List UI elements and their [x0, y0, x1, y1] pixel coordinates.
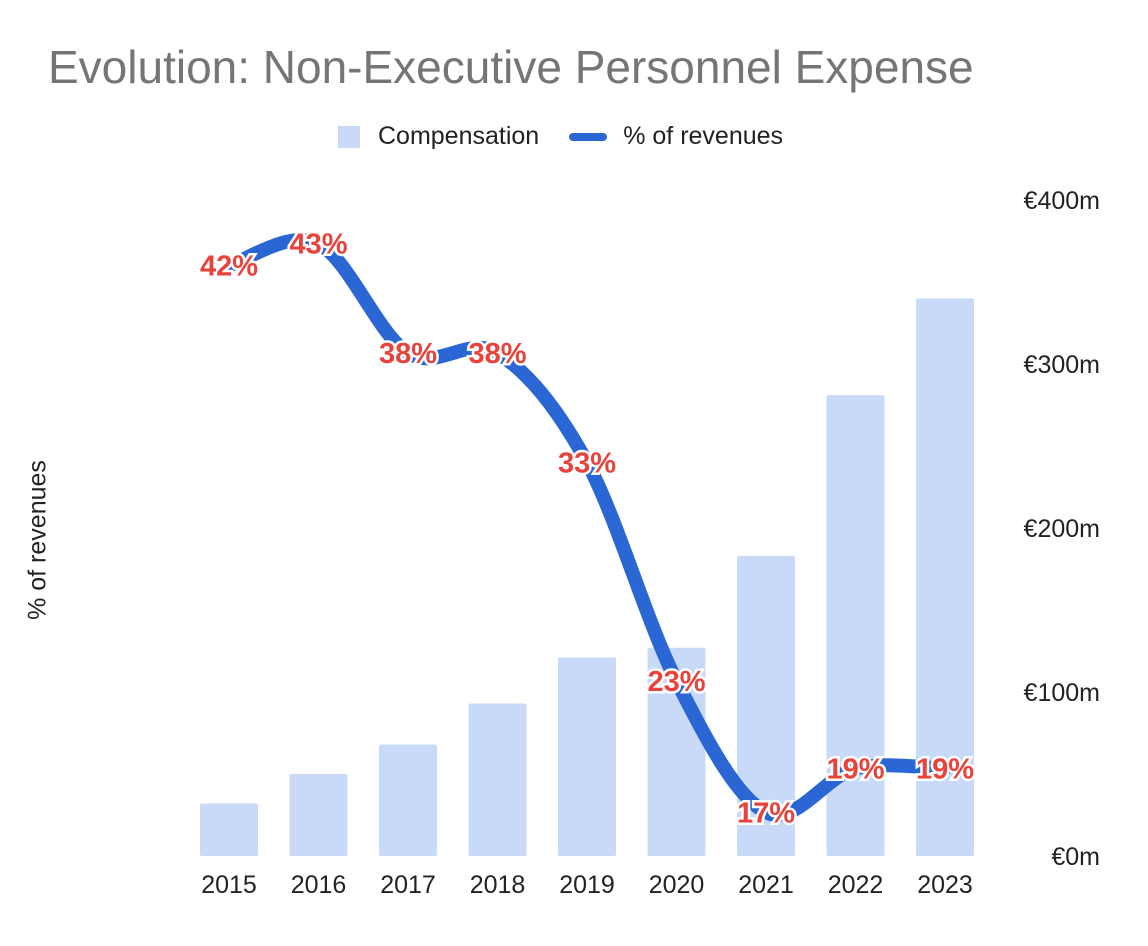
chart-title: Evolution: Non-Executive Personnel Expen… — [48, 41, 974, 93]
data-label-2017: 38% — [379, 338, 437, 370]
legend: Compensation % of revenues — [338, 122, 813, 151]
legend-label-compensation: Compensation — [378, 122, 540, 150]
x-tick-label-2022: 2022 — [828, 871, 884, 899]
y-tick-label-right-0: €0m — [1051, 843, 1100, 871]
x-tick-label-2019: 2019 — [559, 871, 615, 899]
bar-compensation-2022 — [826, 395, 885, 856]
line-percent-revenues — [222, 233, 952, 822]
data-label-2016: 43% — [289, 229, 347, 261]
bar-compensation-2017 — [379, 744, 437, 856]
data-label-2022: 19% — [826, 754, 884, 786]
legend-item-percent-revenues: % of revenues — [569, 122, 783, 151]
data-label-2019: 33% — [558, 447, 616, 479]
bar-compensation-2018 — [468, 703, 527, 856]
y-tick-label-right-400: €400m — [1024, 187, 1100, 215]
x-tick-label-2015: 2015 — [201, 871, 257, 899]
data-label-2023: 19% — [916, 754, 974, 786]
data-label-2021: 17% — [737, 797, 795, 829]
data-label-2020: 23% — [647, 666, 705, 698]
y-tick-label-right-300: €300m — [1024, 351, 1100, 379]
x-tick-label-2023: 2023 — [917, 871, 973, 899]
y-tick-label-right-200: €200m — [1024, 515, 1100, 543]
data-label-2018: 38% — [468, 338, 526, 370]
bar-compensation-2016 — [289, 774, 348, 856]
legend-label-percent-revenues: % of revenues — [623, 122, 784, 150]
y-tick-label-right-100: €100m — [1024, 679, 1100, 707]
x-tick-label-2016: 2016 — [291, 871, 347, 899]
x-tick-label-2020: 2020 — [649, 871, 705, 899]
bar-compensation-2015 — [200, 803, 258, 856]
x-tick-label-2021: 2021 — [738, 871, 794, 899]
legend-swatch-line — [569, 132, 608, 141]
x-tick-label-2017: 2017 — [380, 871, 436, 899]
legend-swatch-bar — [338, 125, 360, 148]
x-tick-label-2018: 2018 — [470, 871, 526, 899]
bar-compensation-2019 — [558, 657, 616, 856]
bar-compensation-2021 — [737, 555, 795, 856]
data-label-2015: 42% — [200, 251, 258, 283]
legend-item-compensation: Compensation — [338, 122, 539, 151]
bar-compensation-2023 — [916, 298, 974, 856]
